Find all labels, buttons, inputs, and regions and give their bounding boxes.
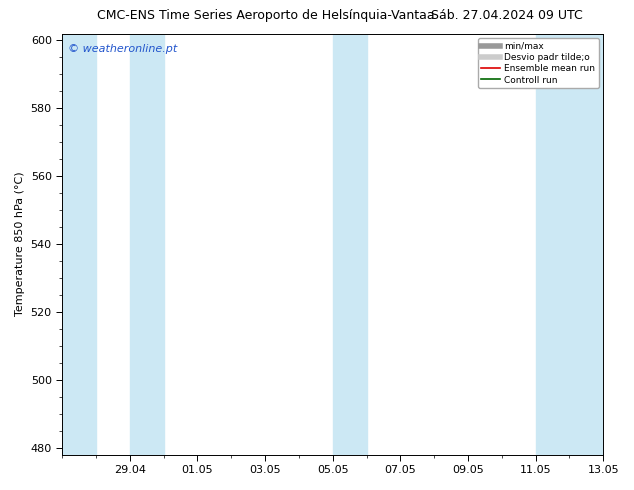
Bar xyxy=(333,34,366,455)
Legend: min/max, Desvio padr tilde;o, Ensemble mean run, Controll run: min/max, Desvio padr tilde;o, Ensemble m… xyxy=(478,38,598,88)
Text: CMC-ENS Time Series Aeroporto de Helsínquia-Vantaa: CMC-ENS Time Series Aeroporto de Helsínq… xyxy=(98,9,435,22)
Bar xyxy=(62,34,96,455)
Text: © weatheronline.pt: © weatheronline.pt xyxy=(68,44,177,54)
Y-axis label: Temperature 850 hPa (°C): Temperature 850 hPa (°C) xyxy=(15,172,25,317)
Bar xyxy=(536,34,603,455)
Bar xyxy=(130,34,164,455)
Text: Sáb. 27.04.2024 09 UTC: Sáb. 27.04.2024 09 UTC xyxy=(431,9,583,22)
